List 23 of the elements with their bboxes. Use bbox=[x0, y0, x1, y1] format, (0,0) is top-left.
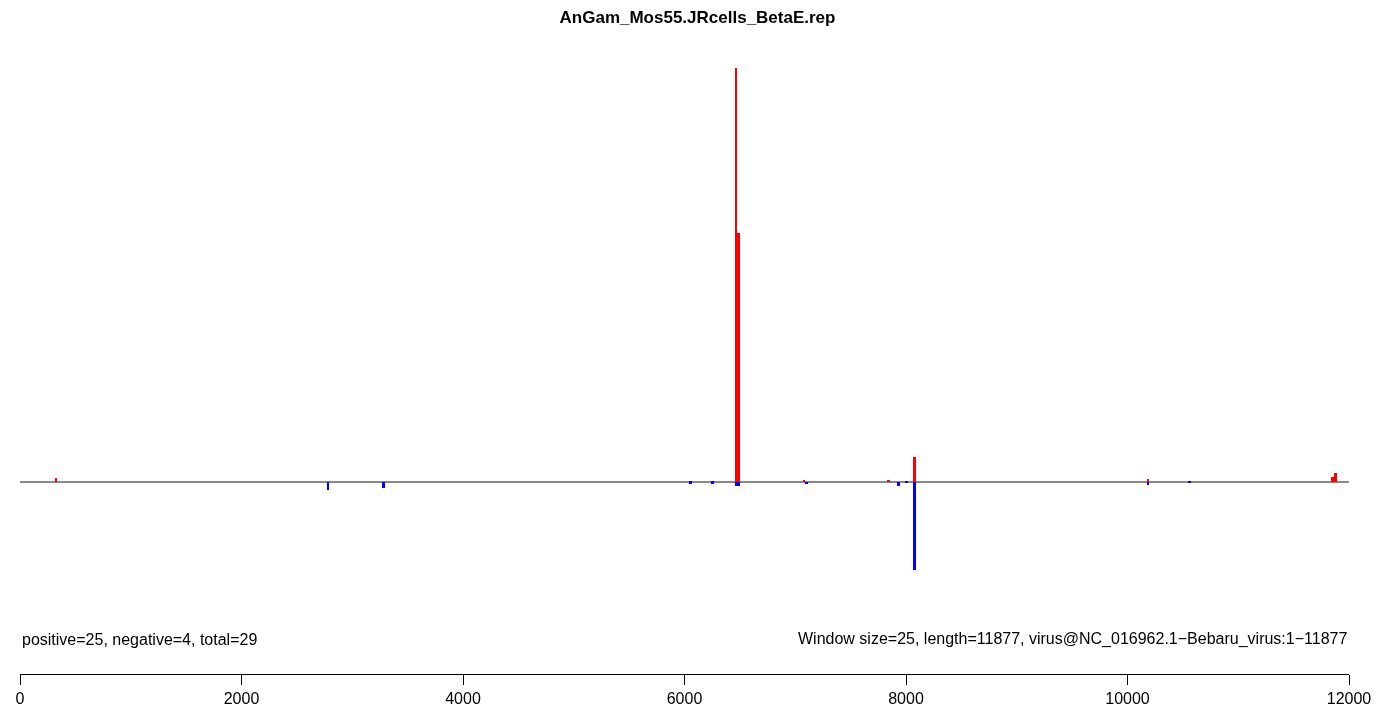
bar bbox=[1334, 473, 1337, 482]
text: Window size=25, length=11877, virus@NC_016962.1−Bebaru_virus:1−11877 bbox=[798, 630, 1348, 648]
bar bbox=[689, 481, 692, 484]
bar bbox=[737, 482, 740, 486]
x-tick-label: 2000 bbox=[223, 690, 260, 708]
x-tick-label: 8000 bbox=[888, 690, 924, 708]
x-tick-label: 6000 bbox=[666, 690, 703, 708]
x-tick-label: 4000 bbox=[445, 690, 481, 708]
chart-title: AnGam_Mos55.JRcells_BetaE.rep bbox=[559, 7, 836, 27]
bar bbox=[711, 481, 714, 484]
bar bbox=[897, 482, 900, 486]
bar bbox=[327, 482, 329, 490]
bar bbox=[1331, 477, 1334, 482]
bar bbox=[382, 482, 385, 488]
bar bbox=[735, 68, 737, 482]
text: positive=25, negative=4, total=29 bbox=[22, 631, 258, 648]
bar bbox=[735, 482, 737, 486]
x-tick-label: 0 bbox=[15, 690, 25, 708]
bar bbox=[55, 478, 57, 482]
x-tick-label: 10000 bbox=[1105, 690, 1150, 708]
bar bbox=[913, 482, 916, 570]
x-tick-label: 12000 bbox=[1326, 690, 1372, 708]
bar bbox=[913, 457, 916, 482]
